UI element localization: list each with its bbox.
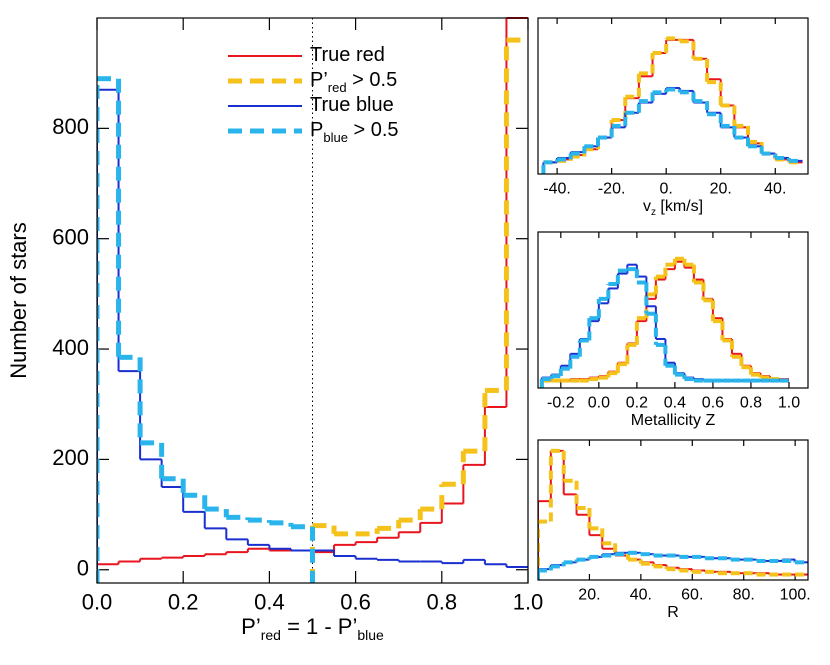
legend-label-part: > 0.5 — [348, 119, 399, 141]
plot-frame — [96, 17, 529, 584]
legend-label: P’red > 0.5 — [310, 69, 397, 95]
legend-label-part: True blue — [310, 94, 394, 116]
y-tick-label: 600 — [52, 225, 89, 250]
x-tick-label: 0. — [660, 180, 673, 197]
x-axis-label: P’red = 1 - P’blue — [241, 614, 384, 643]
x-axis-label-part: = 1 - P’ — [281, 614, 357, 639]
y-tick-label: 400 — [52, 335, 89, 360]
x-tick-label: 20. — [710, 180, 732, 197]
y-axis-label: Number of stars — [6, 222, 31, 379]
plot-frame — [537, 231, 809, 389]
legend-label-part: > 0.5 — [347, 69, 398, 91]
legend-label: True blue — [310, 94, 394, 116]
x-tick-label: 0.0 — [588, 394, 610, 411]
x-axis-label: R — [667, 604, 679, 621]
x-tick-label: 1.0 — [513, 590, 544, 615]
x-tick-label: 1.0 — [778, 394, 800, 411]
x-tick-label: 40. — [630, 586, 652, 603]
x-tick-label: -40. — [543, 180, 571, 197]
x-tick-label: 40. — [764, 180, 786, 197]
x-axis-label-part: [km/s] — [656, 198, 703, 215]
legend-label: Pblue > 0.5 — [310, 119, 399, 145]
panel: -0.2 0.0 0.2 0.4 0.6 0.8 1.0 Metallicity Z — [537, 231, 809, 429]
x-tick-label: 0.4 — [664, 394, 686, 411]
y-tick-label: 0 — [77, 556, 89, 581]
x-tick-label: 0.6 — [340, 590, 371, 615]
x-axis-label-part: v — [643, 198, 651, 215]
legend-label-part: P’ — [310, 69, 328, 91]
plot-frame — [537, 17, 809, 175]
x-axis-label-part: red — [261, 627, 281, 643]
x-tick-label: 80. — [733, 586, 755, 603]
x-tick-label: 0.2 — [626, 394, 648, 411]
x-tick-label: 60. — [681, 586, 703, 603]
x-axis-label-part: z — [651, 207, 656, 218]
series-group — [97, 17, 528, 583]
x-tick-label: -20. — [598, 180, 626, 197]
legend-label-part: blue — [323, 130, 348, 145]
x-tick-label: 0.0 — [82, 590, 113, 615]
series-group — [541, 36, 803, 174]
y-tick-label: 800 — [52, 114, 89, 139]
x-tick-label: 0.6 — [702, 394, 724, 411]
x-tick-label: 0.8 — [427, 590, 458, 615]
legend-label: True red — [310, 44, 385, 66]
panel: 20. 40. 60. 80. 100. R — [537, 439, 811, 621]
legend-label-part: red — [328, 80, 347, 95]
plot-frame — [537, 439, 809, 581]
x-axis-label: vz [km/s] — [643, 198, 703, 218]
series-group — [538, 448, 808, 580]
x-tick-label: 100. — [780, 586, 811, 603]
x-axis-label-part: P’ — [241, 614, 261, 639]
legend-label-part: P — [310, 119, 323, 141]
x-axis-label-part: R — [667, 604, 679, 621]
x-axis-label-part: blue — [357, 627, 384, 643]
y-tick-label: 200 — [52, 445, 89, 470]
x-axis-label-part: Metallicity Z — [631, 412, 716, 429]
x-axis-label: Metallicity Z — [631, 412, 716, 429]
x-tick-label: 0.2 — [168, 590, 199, 615]
panel: -40. -20. 0. 20. 40. vz [km/s] — [537, 17, 809, 218]
x-tick-label: 0.8 — [740, 394, 762, 411]
x-tick-label: -0.2 — [547, 394, 575, 411]
legend-label-part: True red — [310, 44, 385, 66]
x-tick-label: 0.4 — [254, 590, 285, 615]
series-group — [539, 256, 789, 388]
x-tick-label: 20. — [578, 586, 600, 603]
